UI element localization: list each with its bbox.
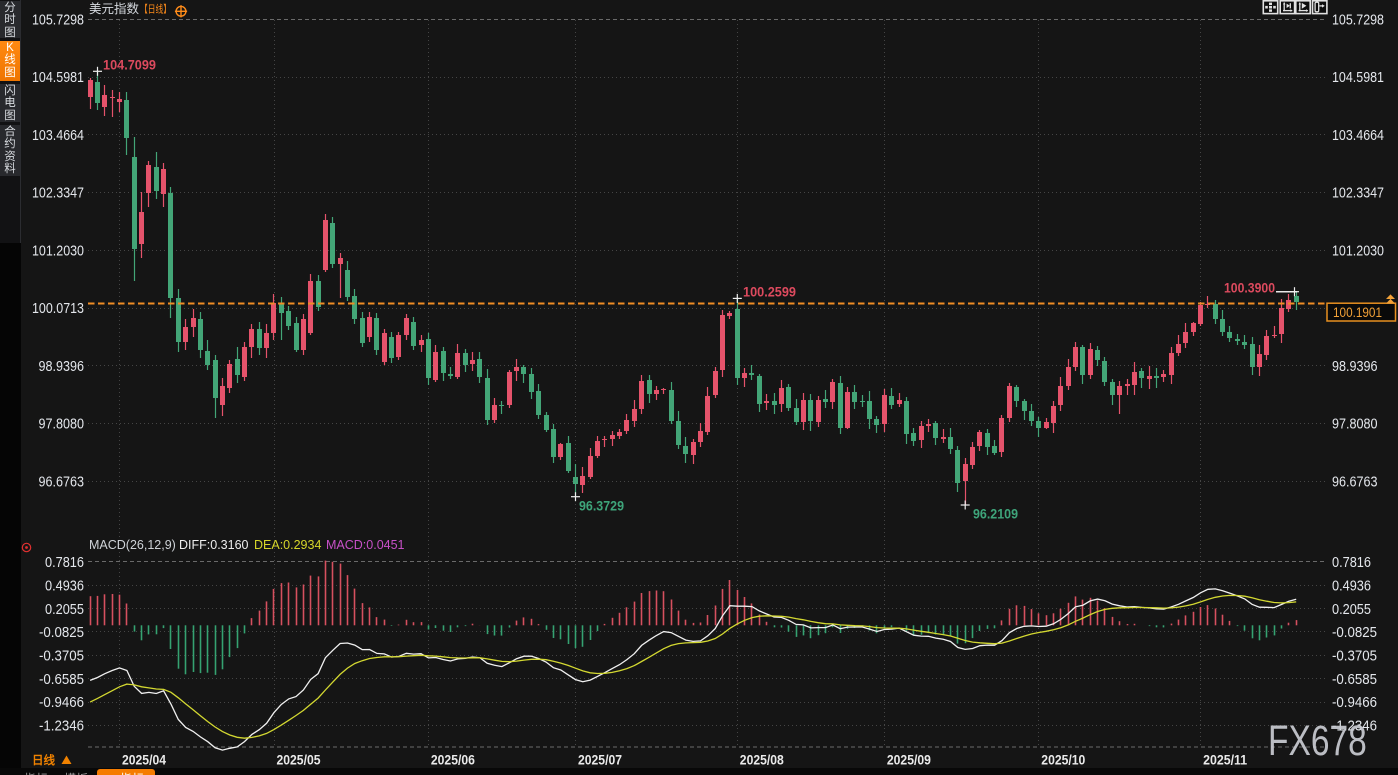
svg-text:98.9396: 98.9396 <box>39 359 85 375</box>
svg-text:2025/06: 2025/06 <box>431 752 475 768</box>
svg-text:102.3347: 102.3347 <box>1332 186 1384 202</box>
svg-text:-0.9466: -0.9466 <box>1332 695 1377 711</box>
svg-text:100.2599: 100.2599 <box>743 284 796 300</box>
svg-text:96.6763: 96.6763 <box>1332 474 1378 490</box>
svg-text:日线: 日线 <box>32 753 55 767</box>
svg-text:2025/10: 2025/10 <box>1041 752 1085 768</box>
svg-text:美元指数: 美元指数 <box>89 1 140 16</box>
svg-text:-0.3705: -0.3705 <box>39 649 84 665</box>
svg-text:96.2109: 96.2109 <box>973 506 1018 522</box>
svg-text:97.8080: 97.8080 <box>1332 417 1378 433</box>
svg-text:103.4664: 103.4664 <box>1332 128 1384 144</box>
svg-text:98.9396: 98.9396 <box>1332 359 1378 375</box>
svg-text:100.3900: 100.3900 <box>1224 280 1275 296</box>
svg-text:-0.6585: -0.6585 <box>39 672 84 688</box>
svg-text:0.2055: 0.2055 <box>45 602 84 618</box>
svg-text:97.8080: 97.8080 <box>39 417 85 433</box>
svg-text:2025/07: 2025/07 <box>578 752 622 768</box>
svg-text:0.7816: 0.7816 <box>1332 555 1371 571</box>
svg-text:FX678: FX678 <box>1268 717 1367 765</box>
svg-text:104.5981: 104.5981 <box>1332 70 1384 86</box>
svg-text:0.2055: 0.2055 <box>1332 602 1371 618</box>
svg-text:105.7298: 105.7298 <box>1332 12 1384 28</box>
svg-text:2025/04: 2025/04 <box>122 752 166 768</box>
svg-text:101.2030: 101.2030 <box>1332 244 1384 260</box>
svg-text:2025/05: 2025/05 <box>277 752 321 768</box>
svg-text:2025/09: 2025/09 <box>887 752 931 768</box>
svg-text:-1.2346: -1.2346 <box>39 719 84 735</box>
svg-text:96.3729: 96.3729 <box>579 498 624 514</box>
svg-text:100.1901: 100.1901 <box>1333 305 1382 320</box>
svg-text:0.4936: 0.4936 <box>1332 579 1371 595</box>
svg-text:104.5981: 104.5981 <box>32 70 84 86</box>
svg-text:-0.6585: -0.6585 <box>1332 672 1377 688</box>
svg-text:0.4936: 0.4936 <box>45 579 84 595</box>
svg-text:-0.0825: -0.0825 <box>1332 625 1377 641</box>
svg-text:100.0713: 100.0713 <box>32 301 84 317</box>
svg-text:-0.0825: -0.0825 <box>39 625 84 641</box>
svg-text:2025/08: 2025/08 <box>740 752 784 768</box>
svg-text:-1.2346: -1.2346 <box>1332 719 1377 735</box>
svg-text:103.4664: 103.4664 <box>32 128 84 144</box>
svg-text:0.7816: 0.7816 <box>45 555 84 571</box>
svg-text:-0.9466: -0.9466 <box>39 695 84 711</box>
svg-text:【日线】: 【日线】 <box>140 3 171 16</box>
svg-text:105.7298: 105.7298 <box>32 12 84 28</box>
svg-text:2025/11: 2025/11 <box>1203 752 1247 768</box>
svg-text:96.6763: 96.6763 <box>39 474 85 490</box>
svg-text:102.3347: 102.3347 <box>32 186 84 202</box>
svg-text:-0.3705: -0.3705 <box>1332 649 1377 665</box>
svg-text:104.7099: 104.7099 <box>103 57 156 73</box>
svg-text:101.2030: 101.2030 <box>32 244 84 260</box>
